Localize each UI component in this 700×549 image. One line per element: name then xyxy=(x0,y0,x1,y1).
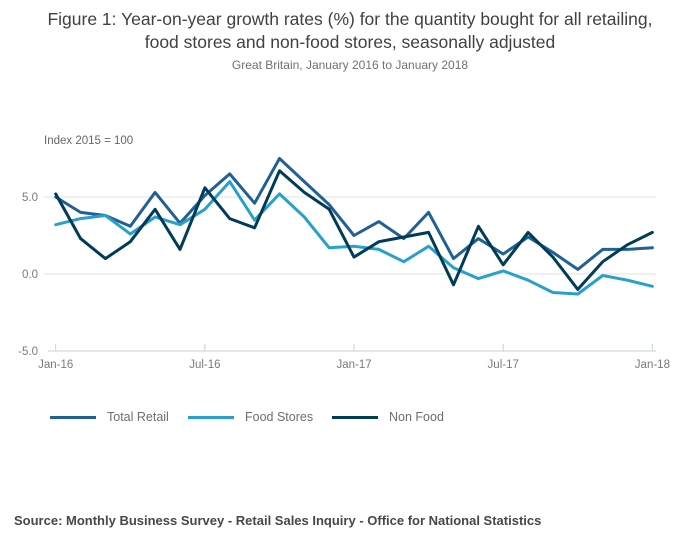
x-tick-label: Jan-17 xyxy=(336,359,371,371)
line-non-food xyxy=(54,169,654,291)
legend-label-food-stores: Food Stores xyxy=(245,410,314,424)
legend-item-food-stores: Food Stores xyxy=(188,408,313,426)
chart-title: Figure 1: Year-on-year growth rates (%) … xyxy=(47,9,653,52)
x-tick-label: Jan-16 xyxy=(38,359,73,371)
total-retail-line-swatch xyxy=(50,415,96,419)
legend-item-non-food: Non Food xyxy=(332,408,444,426)
x-tick-label: Jul-16 xyxy=(189,359,220,371)
legend-label-total-retail: Total Retail xyxy=(107,410,169,424)
chart-legend: Total Retail Food Stores Non Food xyxy=(0,408,700,428)
line-total-retail xyxy=(54,157,654,271)
chart-subtitle: Great Britain, January 2016 to January 2… xyxy=(231,58,469,72)
line-food-stores xyxy=(54,180,654,296)
food-stores-line-swatch xyxy=(188,415,234,419)
legend-item-total-retail: Total Retail xyxy=(50,408,169,426)
axis-note: Index 2015 = 100 xyxy=(44,135,134,147)
x-tick-label: Jan-18 xyxy=(635,359,670,371)
x-tick-label: Jul-17 xyxy=(488,359,519,371)
y-tick-label: -5.0 xyxy=(18,346,38,358)
non-food-line-swatch xyxy=(332,415,378,419)
legend-label-non-food: Non Food xyxy=(389,410,444,424)
line-chart-plot-area: Jan-16 Jul-16 Jan-17 Jul-17 Jan-18 5.0 0.0 -5.0 xyxy=(18,157,670,371)
y-tick-label: 5.0 xyxy=(22,192,38,204)
y-tick-label: 0.0 xyxy=(22,269,38,281)
source-note: Source: Monthly Business Survey - Retail… xyxy=(14,513,542,528)
